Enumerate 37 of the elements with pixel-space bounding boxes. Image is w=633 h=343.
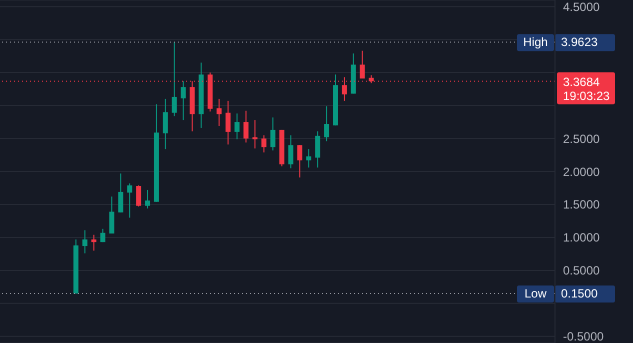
candlestick	[243, 110, 248, 143]
candlestick	[162, 98, 168, 150]
text: 3.3684	[563, 75, 600, 90]
candlestick	[324, 106, 330, 142]
candlestick	[109, 196, 114, 234]
candlestick	[315, 130, 320, 168]
candlestick	[91, 234, 96, 252]
candlestick	[145, 189, 150, 209]
ref-line-label: Low	[524, 286, 547, 301]
candlestick	[172, 42, 177, 117]
y-tick-label: 2.5000	[563, 132, 600, 146]
y-tick-label: 4.5000	[563, 0, 600, 14]
y-tick-label: 0.5000	[563, 264, 600, 278]
candlestick	[180, 80, 186, 121]
candlestick	[270, 116, 276, 151]
candlestick	[216, 98, 222, 126]
candlestick	[252, 120, 258, 149]
candlestick	[127, 182, 132, 218]
candlestick	[288, 134, 294, 169]
candlestick	[136, 184, 142, 207]
text: 0.1500	[561, 286, 598, 301]
y-tick-label: -0.5000	[563, 330, 604, 343]
candlestick	[226, 100, 231, 145]
text: 3.9623	[561, 35, 598, 50]
y-tick-label: 2.0000	[563, 164, 600, 179]
candlestick	[261, 134, 266, 153]
ref-line-label: 19:03:23	[563, 89, 610, 104]
ref-line-label: High	[523, 35, 548, 50]
candlestick	[118, 172, 124, 213]
y-tick-label: 1.0000	[563, 230, 600, 245]
candlestick	[234, 112, 240, 140]
candlestick	[297, 144, 302, 178]
candlestick	[100, 228, 106, 243]
candlestick	[360, 50, 365, 79]
candlestick	[306, 148, 312, 168]
candlestick	[82, 230, 88, 254]
y-tick-label: 1.5000	[563, 198, 600, 212]
